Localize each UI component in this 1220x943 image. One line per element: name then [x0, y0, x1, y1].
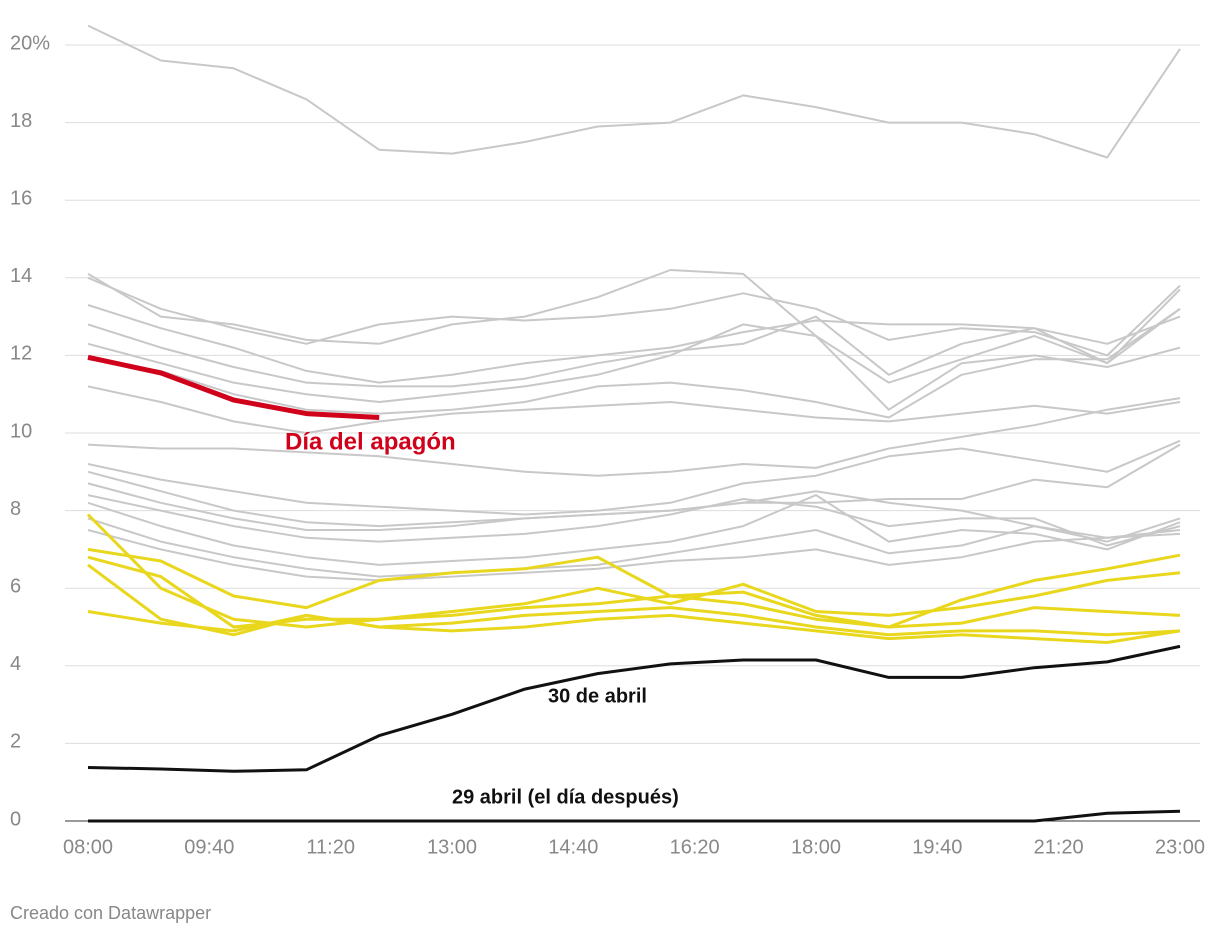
series-line	[87, 494, 1181, 566]
series-line	[87, 276, 1181, 357]
x-tick-label: 21:20	[1034, 836, 1084, 858]
y-tick-label: 10	[10, 420, 32, 442]
x-tick-label: 23:00	[1155, 836, 1205, 858]
series-line	[87, 606, 1181, 637]
series-line	[87, 307, 1181, 388]
x-tick-label: 11:20	[306, 836, 355, 858]
y-tick-label: 8	[10, 498, 21, 520]
series-label: 29 abril (el día después)	[452, 786, 679, 808]
series-line	[87, 24, 1181, 159]
series-line	[87, 354, 380, 420]
series-line	[88, 809, 1181, 823]
series-line	[87, 385, 1181, 434]
x-tick-label: 19:40	[912, 836, 962, 858]
series-line	[87, 307, 1181, 419]
series-line	[87, 397, 1181, 477]
y-tick-label: 6	[10, 575, 21, 597]
series-line	[87, 323, 1181, 411]
x-tick-label: 09:40	[184, 836, 234, 858]
x-tick-label: 13:00	[427, 836, 477, 858]
series-line	[87, 517, 1181, 578]
y-tick-label: 0	[10, 808, 21, 830]
x-tick-label: 14:40	[548, 836, 598, 858]
x-tick-label: 16:20	[670, 836, 720, 858]
series-line	[87, 529, 1181, 582]
y-tick-label: 20%	[10, 32, 50, 54]
y-tick-label: 4	[10, 653, 21, 675]
series-label: Día del apagón	[285, 428, 456, 455]
series-line	[87, 269, 1181, 384]
y-tick-label: 18	[10, 110, 32, 132]
series-line	[87, 439, 1181, 516]
series-line	[87, 644, 1181, 773]
x-tick-label: 18:00	[791, 836, 841, 858]
x-tick-label: 08:00	[63, 836, 113, 858]
series-label: 30 de abril	[548, 685, 647, 707]
y-tick-label: 14	[10, 265, 32, 287]
series-line	[87, 494, 1181, 547]
series-line	[87, 563, 1181, 644]
y-tick-label: 12	[10, 343, 32, 365]
series-line	[87, 304, 1181, 384]
y-tick-label: 16	[10, 187, 32, 209]
y-tick-label: 2	[10, 731, 21, 753]
series-line	[87, 547, 1181, 629]
footer: Creado con Datawrapper	[10, 903, 211, 923]
